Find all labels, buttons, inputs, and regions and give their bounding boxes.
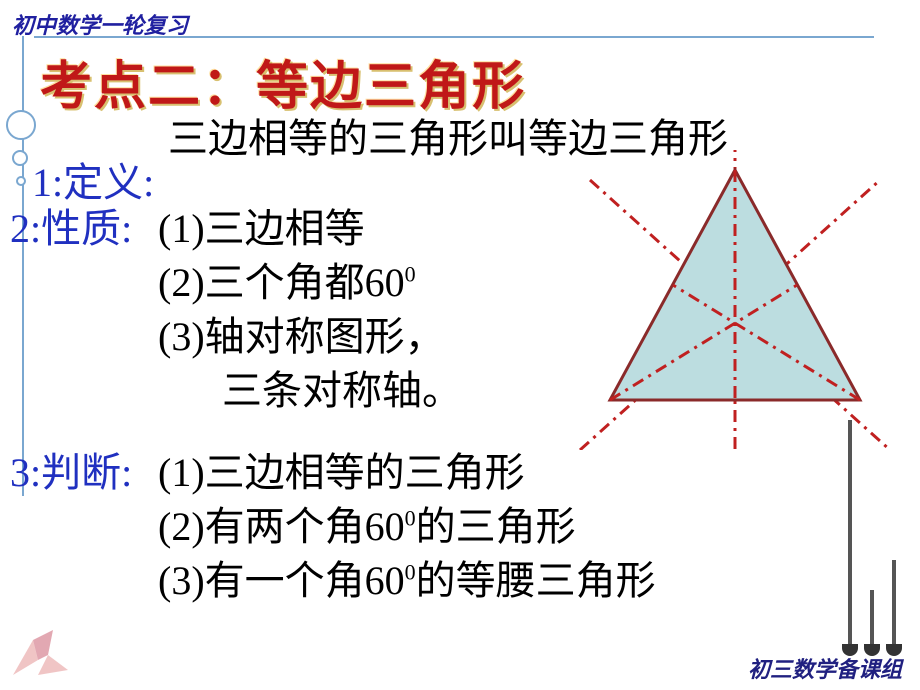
decorative-bubble bbox=[16, 176, 26, 186]
property-3b: 三条对称轴。 bbox=[222, 358, 462, 416]
decorative-bubble bbox=[12, 150, 28, 166]
judgement-3b: 的等腰三角形 bbox=[416, 558, 656, 603]
property-2-text: (2)三个角都60 bbox=[158, 260, 405, 305]
decorative-rule bbox=[34, 36, 874, 38]
label-properties: 2:性质: bbox=[10, 196, 132, 254]
page-footer: 初三数学备课组 bbox=[748, 652, 902, 684]
decorative-vertical-line bbox=[22, 36, 24, 496]
property-2: (2)三个角都600 bbox=[158, 250, 416, 308]
judgement-2a: (2)有两个角60 bbox=[158, 504, 405, 549]
chime-bar bbox=[870, 590, 874, 650]
degree-sup: 0 bbox=[405, 262, 416, 287]
decorative-wind-chime bbox=[828, 400, 912, 680]
chime-bar bbox=[892, 560, 896, 650]
judgement-2b: 的三角形 bbox=[416, 504, 576, 549]
label-judgement: 3:判断: bbox=[10, 440, 132, 498]
origami-crane-icon bbox=[8, 620, 78, 680]
degree-sup: 0 bbox=[405, 506, 416, 531]
judgement-2: (2)有两个角600的三角形 bbox=[158, 494, 576, 552]
judgement-3: (3)有一个角600的等腰三角形 bbox=[158, 548, 656, 606]
property-1: (1)三边相等 bbox=[158, 196, 365, 254]
degree-sup: 0 bbox=[405, 560, 416, 585]
chime-bar bbox=[848, 420, 852, 650]
property-3a: (3)轴对称图形， bbox=[158, 304, 445, 362]
judgement-3a: (3)有一个角60 bbox=[158, 558, 405, 603]
judgement-1: (1)三边相等的三角形 bbox=[158, 440, 525, 498]
decorative-bubble bbox=[6, 110, 36, 140]
